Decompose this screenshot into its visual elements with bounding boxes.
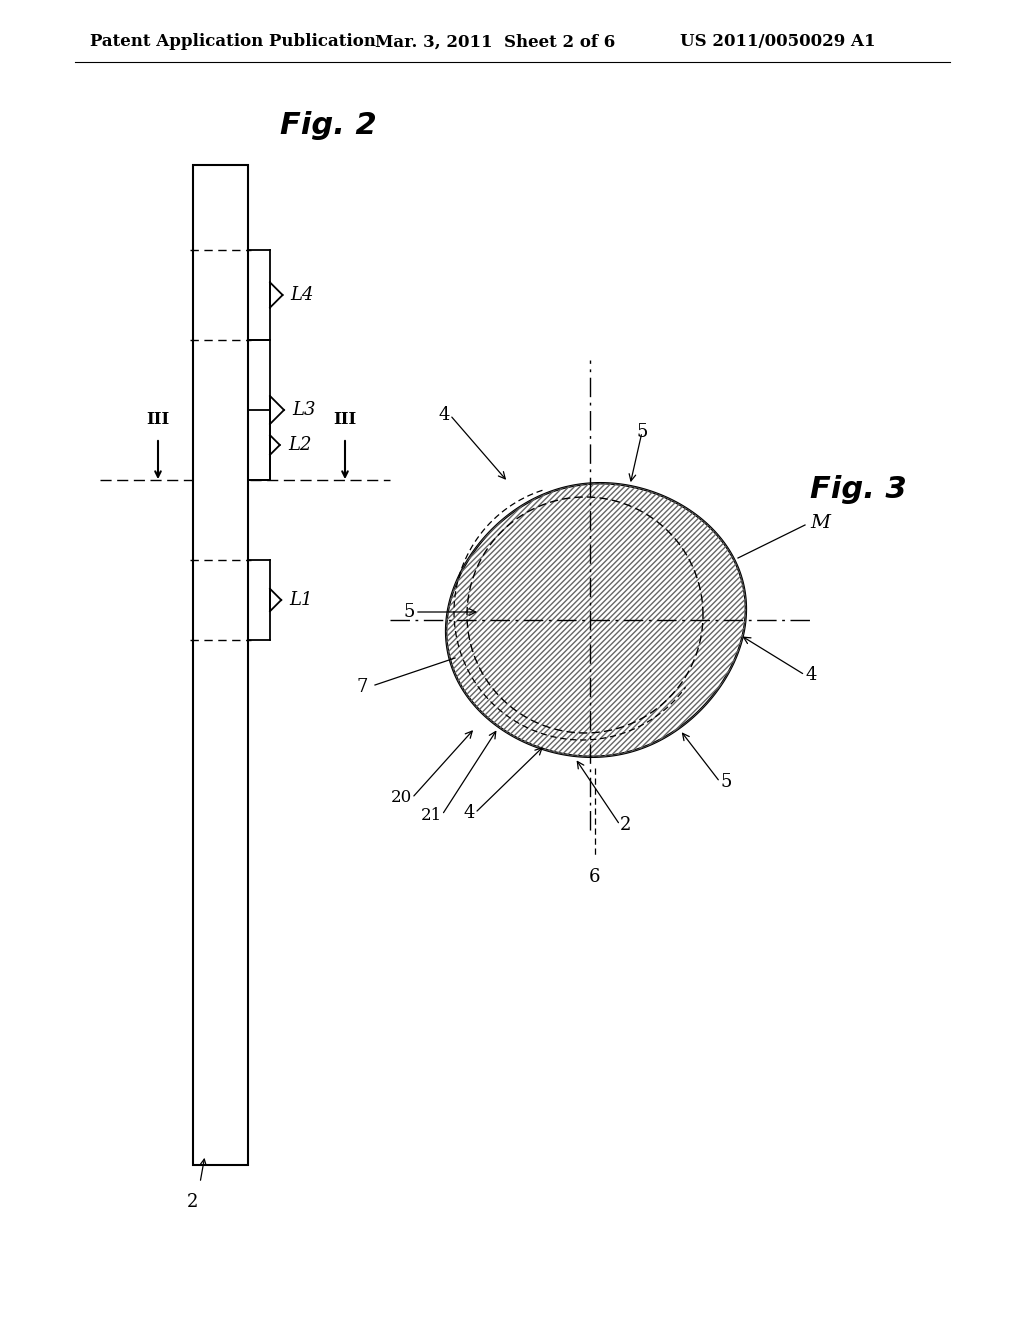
Text: 2: 2 — [187, 1193, 199, 1210]
Text: 6: 6 — [589, 869, 601, 886]
Text: 4: 4 — [438, 407, 450, 424]
Text: Fig. 3: Fig. 3 — [810, 475, 906, 504]
Text: 5: 5 — [636, 422, 648, 441]
Text: 7: 7 — [356, 678, 368, 696]
Text: 20: 20 — [391, 789, 412, 807]
Text: Mar. 3, 2011  Sheet 2 of 6: Mar. 3, 2011 Sheet 2 of 6 — [375, 33, 615, 50]
Text: L4: L4 — [291, 286, 314, 304]
Text: 4: 4 — [805, 667, 816, 684]
Text: 21: 21 — [421, 807, 442, 824]
Bar — [193, 165, 248, 1166]
Polygon shape — [446, 483, 745, 756]
Text: III: III — [334, 411, 356, 428]
Text: 5: 5 — [720, 774, 731, 791]
Text: L2: L2 — [288, 436, 311, 454]
Text: Patent Application Publication: Patent Application Publication — [90, 33, 376, 50]
Text: III: III — [146, 411, 170, 428]
Text: 2: 2 — [620, 816, 632, 834]
Text: L1: L1 — [289, 591, 312, 609]
Text: L3: L3 — [292, 401, 315, 418]
Text: 4: 4 — [464, 804, 475, 822]
Text: Fig. 2: Fig. 2 — [280, 111, 377, 140]
Text: 5: 5 — [403, 603, 415, 620]
Text: M: M — [810, 513, 830, 532]
Text: US 2011/0050029 A1: US 2011/0050029 A1 — [680, 33, 876, 50]
